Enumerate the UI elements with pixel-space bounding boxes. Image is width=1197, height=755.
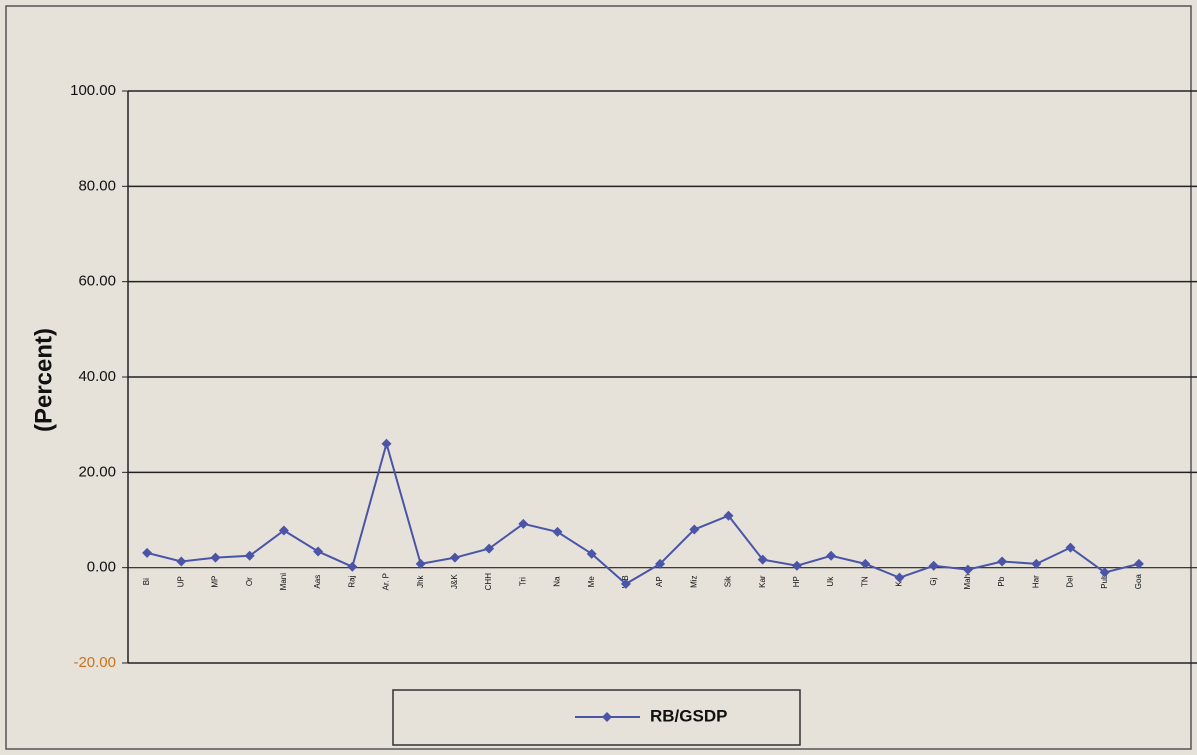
x-tick-label: Del <box>1066 575 1075 587</box>
marker <box>928 560 939 571</box>
x-tick-label: J&K <box>450 574 459 589</box>
x-tick-label: Raj <box>347 575 356 587</box>
marker <box>894 572 905 583</box>
x-tick-label: Pub <box>1100 574 1109 589</box>
marker <box>962 564 973 575</box>
x-tick-label: Aas <box>313 575 322 589</box>
x-tick-label: AP <box>655 576 664 587</box>
marker <box>142 547 153 558</box>
x-tick-label: Mah <box>963 574 972 590</box>
x-tick-label: MP <box>211 576 220 588</box>
y-tick-label: 80.00 <box>78 177 116 194</box>
marker <box>826 550 837 561</box>
x-tick-label: Goa <box>1134 574 1143 590</box>
marker <box>723 510 734 521</box>
marker <box>313 546 324 557</box>
x-tick-label: UP <box>176 576 185 587</box>
marker <box>210 552 221 563</box>
marker <box>997 556 1008 567</box>
x-tick-label: Na <box>553 576 562 587</box>
marker <box>860 558 871 569</box>
legend-marker <box>602 712 612 722</box>
legend-label: RB/GSDP <box>650 706 727 725</box>
y-tick-label: 20.00 <box>78 463 116 480</box>
marker <box>278 525 289 536</box>
marker <box>415 558 426 569</box>
marker <box>176 556 187 567</box>
marker <box>655 558 666 569</box>
x-tick-label: Or <box>245 577 254 586</box>
marker <box>586 548 597 559</box>
x-tick-label: Mani <box>279 573 288 591</box>
marker <box>791 560 802 571</box>
y-axis-label: (Percent) <box>30 328 57 432</box>
x-tick-label: Sik <box>724 575 733 587</box>
marker <box>484 543 495 554</box>
x-tick-label: Kar <box>758 575 767 588</box>
x-tick-label: Miz <box>689 575 698 587</box>
y-tick-label: 0.00 <box>87 559 116 576</box>
x-tick-label: Pb <box>997 576 1006 586</box>
marker <box>244 550 255 561</box>
marker <box>1099 567 1110 578</box>
x-tick-label: Ar. P <box>382 573 391 590</box>
marker <box>620 578 631 589</box>
marker <box>381 438 392 449</box>
x-tick-label: Bi <box>142 578 151 585</box>
x-tick-label: TN <box>860 576 869 587</box>
marker <box>1133 558 1144 569</box>
x-tick-label: Me <box>587 576 596 588</box>
y-tick-label: 40.00 <box>78 368 116 385</box>
x-tick-label: Tri <box>518 577 527 586</box>
y-tick-label: 60.00 <box>78 273 116 290</box>
marker <box>757 554 768 565</box>
x-tick-label: HP <box>792 576 801 587</box>
marker <box>1065 542 1076 553</box>
marker <box>449 552 460 563</box>
marker <box>1031 558 1042 569</box>
marker <box>552 526 563 537</box>
series-line <box>146 440 1140 586</box>
x-tick-label: Uk <box>826 576 835 587</box>
x-tick-label: Jhk <box>416 574 425 587</box>
marker <box>518 518 529 529</box>
x-tick-label: CHH <box>484 573 493 591</box>
x-tick-label: Gj <box>929 577 938 585</box>
y-tick-label: -20.00 <box>73 654 116 671</box>
marker <box>689 524 700 535</box>
legend-box <box>392 689 801 746</box>
x-tick-label: Har <box>1031 575 1040 588</box>
marker <box>347 561 358 572</box>
y-tick-label: 100.00 <box>70 82 116 99</box>
